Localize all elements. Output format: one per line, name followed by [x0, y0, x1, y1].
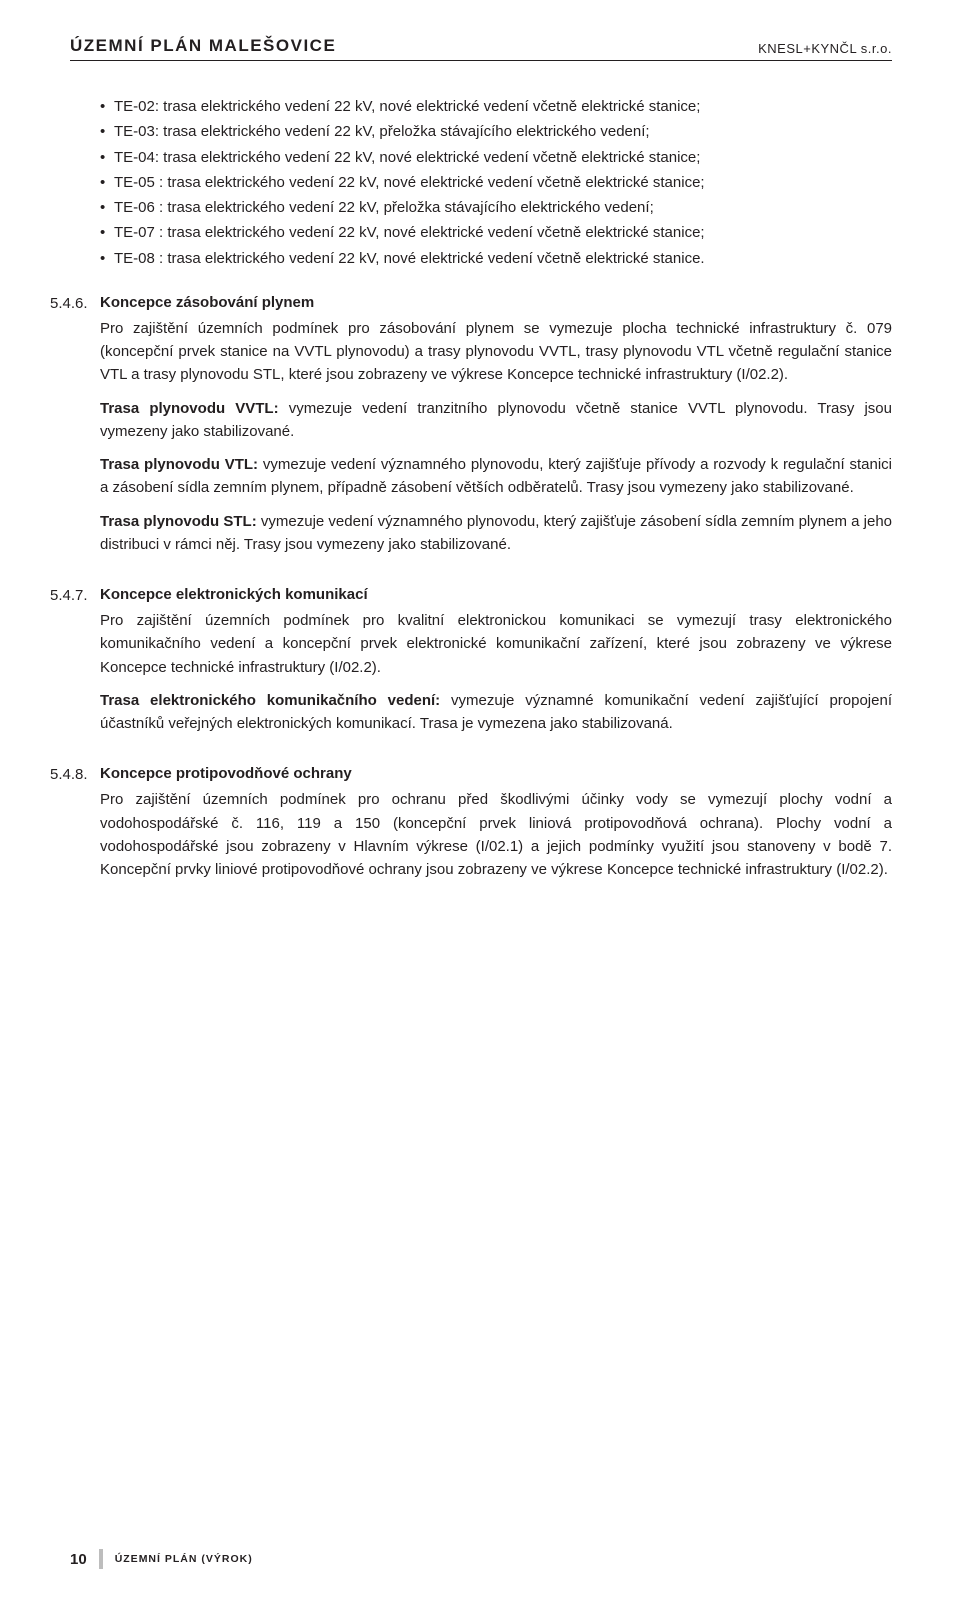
- list-item: TE-03: trasa elektrického vedení 22 kV, …: [100, 120, 892, 143]
- paragraph: Pro zajištění územních podmínek pro záso…: [100, 317, 892, 387]
- section-heading: Koncepce protipovodňové ochrany: [100, 765, 892, 782]
- list-item: TE-07 : trasa elektrického vedení 22 kV,…: [100, 221, 892, 244]
- section-number: 5.4.8.: [50, 765, 100, 891]
- page-number: 10: [70, 1551, 87, 1568]
- paragraph: Trasa plynovodu VTL: vymezuje vedení výz…: [100, 453, 892, 500]
- page: ÚZEMNÍ PLÁN MALEŠOVICE KNESL+KYNČL s.r.o…: [0, 0, 960, 1605]
- section-heading: Koncepce elektronických komunikací: [100, 586, 892, 603]
- section-body: Koncepce zásobování plynem Pro zajištění…: [100, 294, 892, 566]
- paragraph-lead: Trasa plynovodu STL:: [100, 513, 257, 530]
- paragraph: Trasa plynovodu STL: vymezuje vedení výz…: [100, 510, 892, 557]
- section-body: Koncepce protipovodňové ochrany Pro zaji…: [100, 765, 892, 891]
- paragraph: Pro zajištění územních podmínek pro kval…: [100, 609, 892, 679]
- list-item: TE-06 : trasa elektrického vedení 22 kV,…: [100, 196, 892, 219]
- paragraph-lead: Trasa plynovodu VTL:: [100, 456, 258, 473]
- header-author: KNESL+KYNČL s.r.o.: [758, 41, 892, 56]
- page-content: TE-02: trasa elektrického vedení 22 kV, …: [100, 95, 892, 891]
- footer-label: ÚZEMNÍ PLÁN (VÝROK): [115, 1553, 253, 1565]
- paragraph: Trasa plynovodu VVTL: vymezuje vedení tr…: [100, 397, 892, 444]
- section-number: 5.4.6.: [50, 294, 100, 566]
- section-number: 5.4.7.: [50, 586, 100, 745]
- paragraph: Trasa elektronického komunikačního veden…: [100, 689, 892, 736]
- paragraph-lead: Trasa elektronického komunikačního veden…: [100, 692, 440, 709]
- section-548: 5.4.8. Koncepce protipovodňové ochrany P…: [100, 765, 892, 891]
- section-546: 5.4.6. Koncepce zásobování plynem Pro za…: [100, 294, 892, 566]
- paragraph: Pro zajištění územních podmínek pro ochr…: [100, 788, 892, 881]
- list-item: TE-05 : trasa elektrického vedení 22 kV,…: [100, 171, 892, 194]
- list-item: TE-02: trasa elektrického vedení 22 kV, …: [100, 95, 892, 118]
- page-footer: 10 ÚZEMNÍ PLÁN (VÝROK): [70, 1549, 253, 1569]
- footer-divider: [99, 1549, 103, 1569]
- te-list: TE-02: trasa elektrického vedení 22 kV, …: [100, 95, 892, 270]
- paragraph-lead: Trasa plynovodu VVTL:: [100, 400, 279, 417]
- page-header: ÚZEMNÍ PLÁN MALEŠOVICE KNESL+KYNČL s.r.o…: [70, 36, 892, 61]
- list-item: TE-04: trasa elektrického vedení 22 kV, …: [100, 146, 892, 169]
- header-title: ÚZEMNÍ PLÁN MALEŠOVICE: [70, 36, 336, 56]
- section-body: Koncepce elektronických komunikací Pro z…: [100, 586, 892, 745]
- list-item: TE-08 : trasa elektrického vedení 22 kV,…: [100, 247, 892, 270]
- section-heading: Koncepce zásobování plynem: [100, 294, 892, 311]
- section-547: 5.4.7. Koncepce elektronických komunikac…: [100, 586, 892, 745]
